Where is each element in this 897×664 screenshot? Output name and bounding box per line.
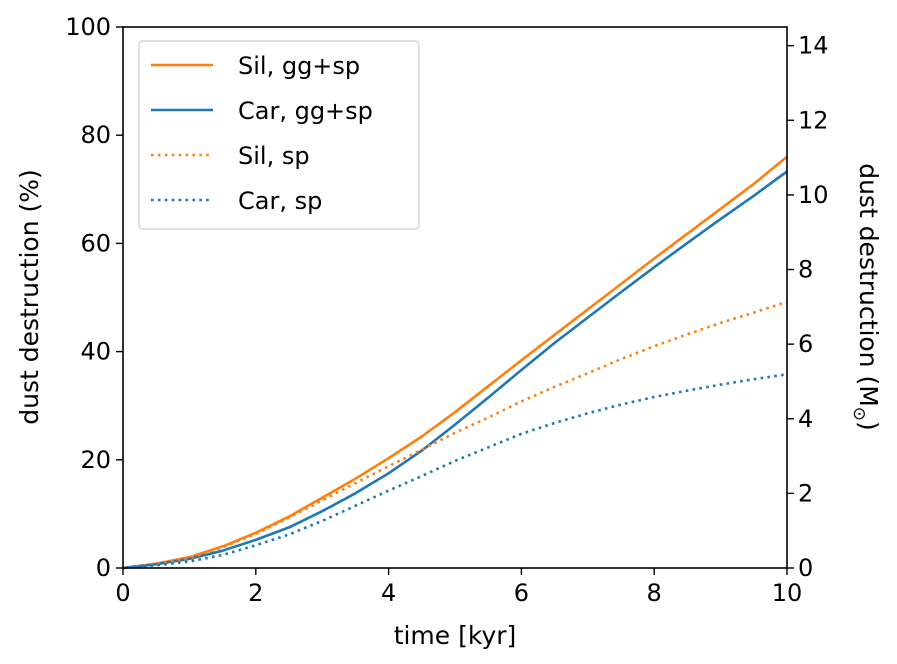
series-line-2 [122,170,788,570]
plot-frame [122,26,788,569]
y-tick-label: 40 [80,338,111,366]
series-line-4 [122,373,788,570]
y2-tick-label: 10 [798,181,829,209]
x-axis-title: time [kyr] [394,621,517,650]
y2-tick-label: 2 [798,479,813,507]
y-tick-label: 20 [80,446,111,474]
series-line-3 [122,300,788,570]
x-tick-label: 0 [115,579,130,607]
legend-label-4: Car, sp [238,187,322,215]
legend-box [138,40,420,230]
series-line-1 [122,155,788,570]
legend-label-2: Car, gg+sp [238,97,373,125]
y-tick-label: 100 [65,13,111,41]
y-tick-label: 0 [96,554,111,582]
y2-tick-label: 12 [798,106,829,134]
legend-label-3: Sil, sp [238,142,310,170]
series-lines [122,155,788,570]
y2-tick-label: 8 [798,256,813,284]
y2-tick-label: 0 [798,554,813,582]
y-tick-label: 80 [80,121,111,149]
legend: Sil, gg+sp Car, gg+sp Sil, sp Car, sp [138,40,420,230]
y2-tick-label: 14 [798,32,829,60]
y2-axis-title-main: dust destruction (M [854,163,883,407]
y2-axis-title: dust destruction (M⊙) [849,163,883,431]
x-tick-label: 8 [647,579,662,607]
x-tick-label: 10 [772,579,803,607]
y-axis-title: dust destruction (%) [15,169,44,425]
y2-axis-title-sub: ⊙ [849,407,869,421]
y2-tick-label: 6 [798,330,813,358]
y2-tick-label: 4 [798,405,813,433]
legend-label-1: Sil, gg+sp [238,52,360,80]
y-tick-label: 60 [80,229,111,257]
y2-axis-title-end: ) [854,421,883,431]
x-tick-label: 4 [381,579,396,607]
x-tick-label: 2 [248,579,263,607]
x-tick-label: 6 [514,579,529,607]
